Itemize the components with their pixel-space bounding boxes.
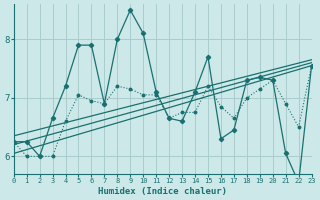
X-axis label: Humidex (Indice chaleur): Humidex (Indice chaleur) xyxy=(98,187,227,196)
